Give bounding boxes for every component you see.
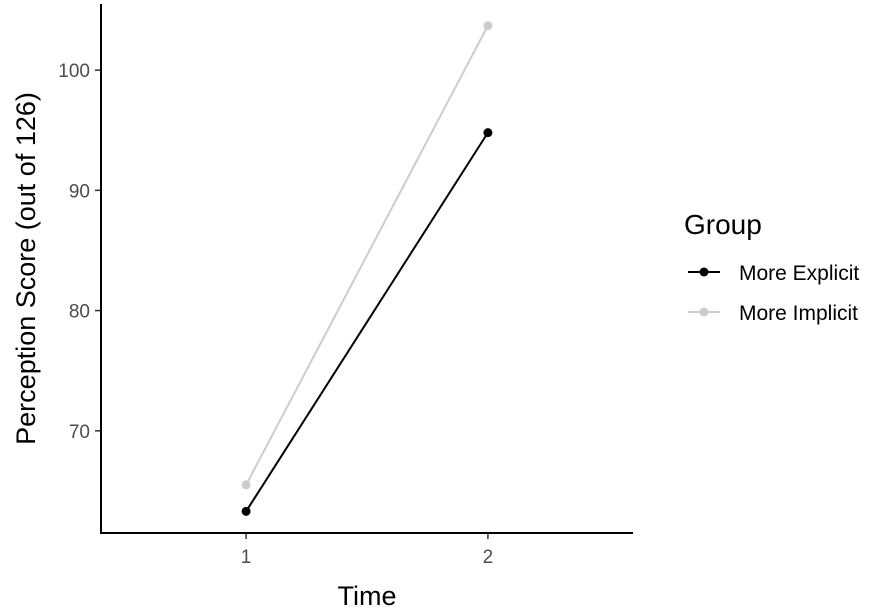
series-more-explicit — [241, 128, 493, 516]
legend-title: Group — [684, 209, 762, 240]
series-layer — [241, 21, 493, 516]
legend-items: More Explicit More Implicit — [688, 262, 859, 325]
legend-label: More Explicit — [739, 262, 859, 285]
legend-key-point — [699, 267, 709, 277]
legend-item: More Implicit — [688, 302, 858, 325]
y-tick-label: 70 — [69, 422, 90, 443]
x-axis-title: Time — [338, 581, 397, 610]
legend: Group More Explicit More Implicit — [684, 209, 859, 325]
series-more-implicit — [241, 21, 493, 490]
data-point — [483, 21, 493, 31]
legend-label: More Implicit — [739, 302, 858, 325]
data-point — [241, 480, 251, 490]
y-tick-label: 90 — [69, 181, 90, 202]
series-line — [245, 132, 489, 512]
data-point — [483, 128, 493, 138]
x-tick-label: 1 — [241, 547, 252, 568]
legend-item: More Explicit — [688, 262, 859, 285]
x-tick-label: 2 — [483, 547, 494, 568]
data-point — [241, 506, 251, 516]
y-axis-title: Perception Score (out of 126) — [11, 92, 41, 445]
legend-key-point — [699, 307, 709, 317]
y-tick-label: 80 — [69, 302, 90, 323]
y-axis-ticks: 70 80 90 100 — [58, 61, 101, 443]
series-line — [245, 25, 489, 486]
y-tick-label: 100 — [58, 61, 90, 82]
